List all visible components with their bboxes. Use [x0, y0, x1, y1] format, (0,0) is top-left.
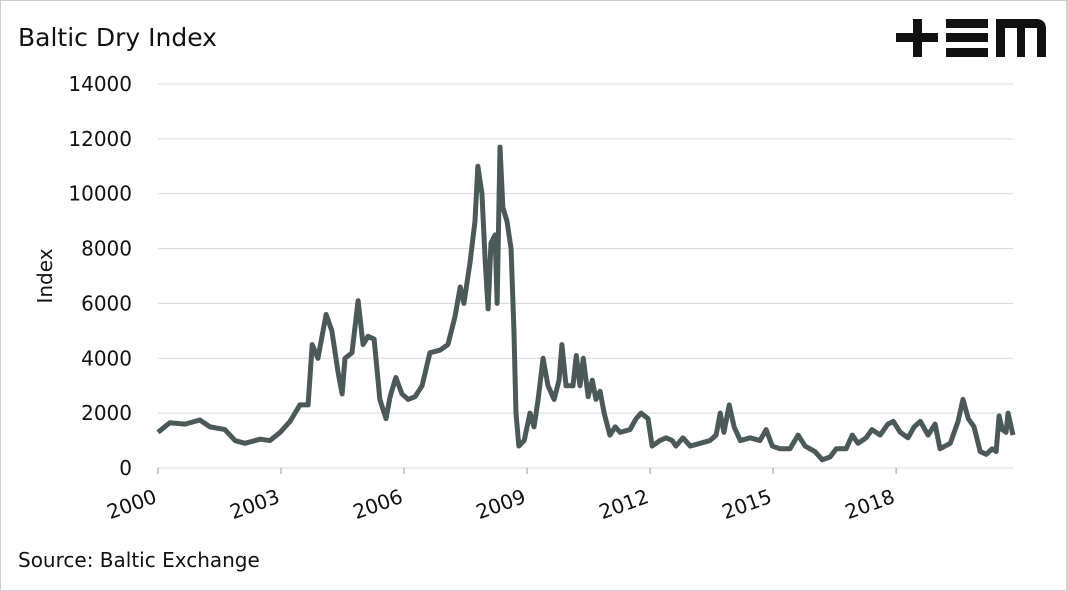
y-tick-label: 2000 [81, 401, 132, 425]
y-axis-label: Index [33, 248, 57, 303]
y-tick-label: 8000 [81, 237, 132, 261]
y-tick-label: 6000 [81, 291, 132, 315]
chart-title: Baltic Dry Index [18, 23, 217, 52]
y-tick-label: 12000 [68, 127, 132, 151]
y-tick-label: 4000 [81, 346, 132, 370]
line-series [156, 144, 1016, 463]
logo [896, 19, 1046, 57]
y-tick-label: 0 [119, 456, 132, 480]
y-tick-label: 14000 [68, 72, 132, 96]
y-tick-label: 10000 [68, 182, 132, 206]
source: Source: Baltic Exchange [18, 548, 260, 572]
